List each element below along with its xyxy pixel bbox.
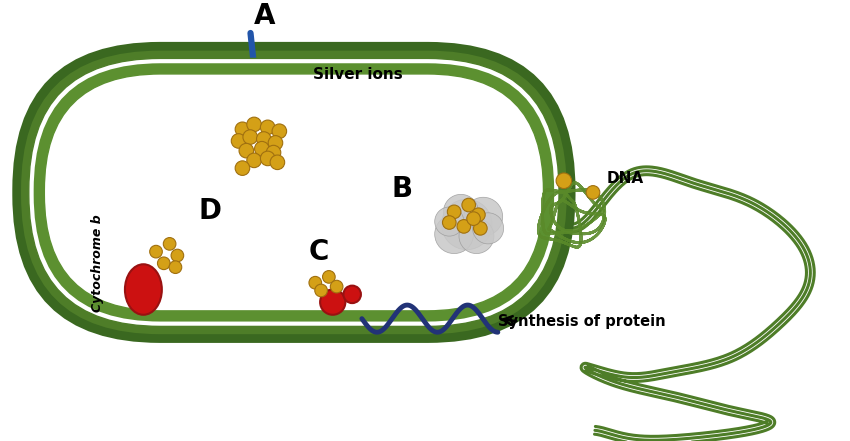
Circle shape [257,132,271,146]
Circle shape [243,130,258,144]
Circle shape [260,120,275,135]
Circle shape [434,215,473,254]
Circle shape [457,220,471,233]
Circle shape [272,124,286,138]
Text: B: B [391,175,412,203]
FancyBboxPatch shape [12,42,575,343]
Text: C: C [309,239,329,266]
Circle shape [255,142,269,156]
Circle shape [586,186,600,199]
Ellipse shape [125,264,162,315]
Circle shape [462,198,475,212]
Circle shape [235,122,250,137]
Circle shape [441,199,492,250]
Circle shape [309,277,321,289]
Circle shape [473,213,504,244]
Circle shape [235,161,250,176]
Circle shape [343,286,361,303]
Circle shape [163,238,176,250]
Text: Synthesis of protein: Synthesis of protein [498,314,666,329]
Circle shape [239,143,253,158]
Circle shape [314,284,327,297]
Circle shape [320,289,345,315]
Text: Silver ions: Silver ions [314,67,403,82]
Circle shape [171,249,184,262]
Circle shape [464,197,502,236]
Circle shape [473,221,487,235]
Text: DNA: DNA [607,171,643,186]
Text: A: A [254,2,275,30]
Text: Cytochrome b: Cytochrome b [91,214,105,312]
FancyBboxPatch shape [44,74,543,311]
FancyBboxPatch shape [29,58,559,326]
Circle shape [260,151,275,166]
Circle shape [322,271,335,283]
Circle shape [150,245,162,258]
Circle shape [556,173,572,188]
Circle shape [472,208,485,221]
Circle shape [443,216,456,229]
Circle shape [266,146,280,160]
Circle shape [169,261,182,273]
Circle shape [331,280,343,293]
Circle shape [246,153,262,168]
Circle shape [444,194,479,229]
Circle shape [231,134,246,148]
Circle shape [157,257,170,269]
Circle shape [268,135,283,150]
Circle shape [270,155,285,170]
Circle shape [434,207,464,236]
FancyBboxPatch shape [21,51,567,334]
FancyBboxPatch shape [34,63,554,321]
Circle shape [447,205,461,219]
Circle shape [459,219,494,254]
Text: D: D [199,197,222,224]
Circle shape [246,117,262,132]
Circle shape [467,212,480,225]
